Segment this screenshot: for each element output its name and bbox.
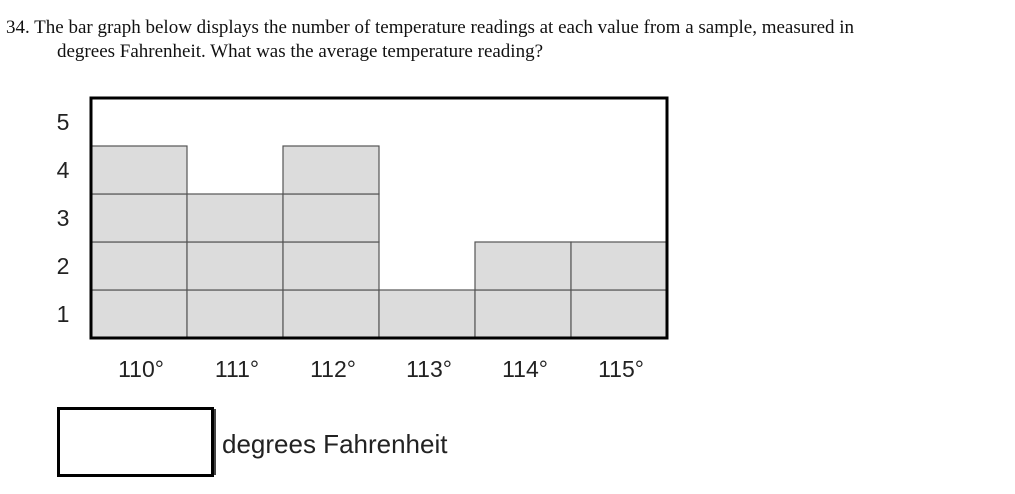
question-line-1: The bar graph below displays the number … (34, 17, 855, 38)
bar-block-114-2 (474, 241, 572, 291)
x-tick-label-115: 115° (598, 356, 644, 382)
question-number: 34. (6, 17, 30, 38)
question-text: 34. The bar graph below displays the num… (6, 16, 1006, 64)
y-axis-ticks: 1 2 3 4 5 (57, 109, 70, 327)
bar-block-115-2 (570, 241, 668, 291)
bar-block-112-4 (282, 145, 380, 195)
x-tick-label-110: 110° (118, 356, 164, 382)
bar-block-113-1 (378, 289, 476, 339)
bar-block-111-1 (186, 289, 284, 339)
bar-block-110-3 (90, 193, 188, 243)
x-tick-label-112: 112° (310, 356, 356, 382)
bar-block-112-2 (282, 241, 380, 291)
bar-block-111-3 (186, 193, 284, 243)
y-tick-label-5: 5 (57, 109, 70, 135)
bar-block-110-2 (90, 241, 188, 291)
bar-block-112-3 (282, 193, 380, 243)
question-line-2: degrees Fahrenheit. What was the average… (57, 41, 544, 62)
bar-block-110-4 (90, 145, 188, 195)
bars-group (90, 145, 668, 339)
bar-block-115-1 (570, 289, 668, 339)
x-tick-label-111: 111° (215, 356, 259, 382)
y-tick-label-3: 3 (57, 205, 70, 231)
chart-frame (89, 96, 669, 340)
bar-block-112-1 (282, 289, 380, 339)
bar-block-114-1 (474, 289, 572, 339)
answer-unit-label: degrees Fahrenheit (214, 409, 447, 475)
x-axis-ticks: 110° 111° 112° 113° 114° 115° (118, 356, 644, 382)
answer-input-box[interactable] (57, 407, 214, 477)
bar-block-110-1 (90, 289, 188, 339)
bar-block-111-2 (186, 241, 284, 291)
y-tick-label-1: 1 (57, 301, 70, 327)
x-tick-label-114: 114° (502, 356, 548, 382)
y-tick-label-2: 2 (57, 253, 70, 279)
y-tick-label-4: 4 (57, 157, 70, 183)
x-tick-label-113: 113° (406, 356, 452, 382)
